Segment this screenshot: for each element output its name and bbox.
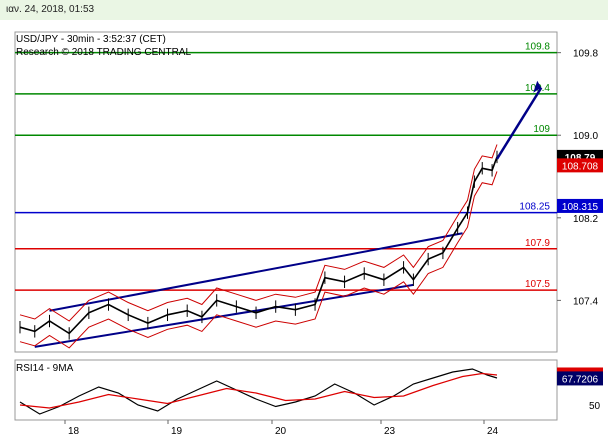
x-tick-label: 19 <box>171 426 183 437</box>
top-bar: ιαν. 24, 2018, 01:53 <box>0 0 608 20</box>
rsi-title: RSI14 - 9MA <box>16 363 74 374</box>
y-tick-label: 109.0 <box>573 131 598 142</box>
level-label: 108.25 <box>519 202 550 213</box>
level-badge-label: 108.315 <box>562 202 599 213</box>
x-tick-label: 24 <box>487 426 499 437</box>
x-tick-label: 23 <box>384 426 396 437</box>
lower-band <box>19 171 498 349</box>
level-label: 107.5 <box>525 279 550 290</box>
level-label: 109 <box>533 124 550 135</box>
level-label: 109.8 <box>525 42 550 53</box>
forecast-arrow <box>495 87 543 160</box>
forecast-arrowhead <box>533 80 542 93</box>
level-label: 107.9 <box>525 238 550 249</box>
chart-area: 107.4108.2109.0109.8109.8109.4109108.251… <box>14 31 603 437</box>
rsi-panel-frame <box>14 359 558 421</box>
rsi-series-RSI14 <box>19 368 498 415</box>
rsi-series-9MA <box>19 372 498 409</box>
y-tick-label: 108.2 <box>573 214 598 225</box>
chart-subtitle: Research © 2018 TRADING CENTRAL <box>16 47 191 58</box>
main-panel-frame <box>14 31 558 353</box>
y-tick-label: 107.4 <box>573 296 598 307</box>
x-tick-label: 20 <box>275 426 287 437</box>
rsi-badge-label: 67.7206 <box>562 374 599 385</box>
rsi-y-tick-label: 50 <box>589 401 601 412</box>
y-tick-label: 109.8 <box>573 49 598 60</box>
channel-line-lower <box>34 283 414 348</box>
price-line <box>19 156 498 335</box>
channel-line-upper <box>49 232 463 312</box>
timestamp: ιαν. 24, 2018, 01:53 <box>6 4 95 15</box>
level-badge <box>557 158 603 173</box>
upper-band <box>19 144 498 322</box>
level-badge-label: 108.708 <box>562 161 599 172</box>
chart-title: USD/JPY - 30min - 3:52:37 (CET) <box>16 34 166 45</box>
x-tick-label: 18 <box>68 426 80 437</box>
level-badge <box>557 198 603 213</box>
main-chart: 107.4108.2109.0109.8109.8109.4109108.251… <box>15 42 603 349</box>
rsi-badge <box>557 371 603 386</box>
